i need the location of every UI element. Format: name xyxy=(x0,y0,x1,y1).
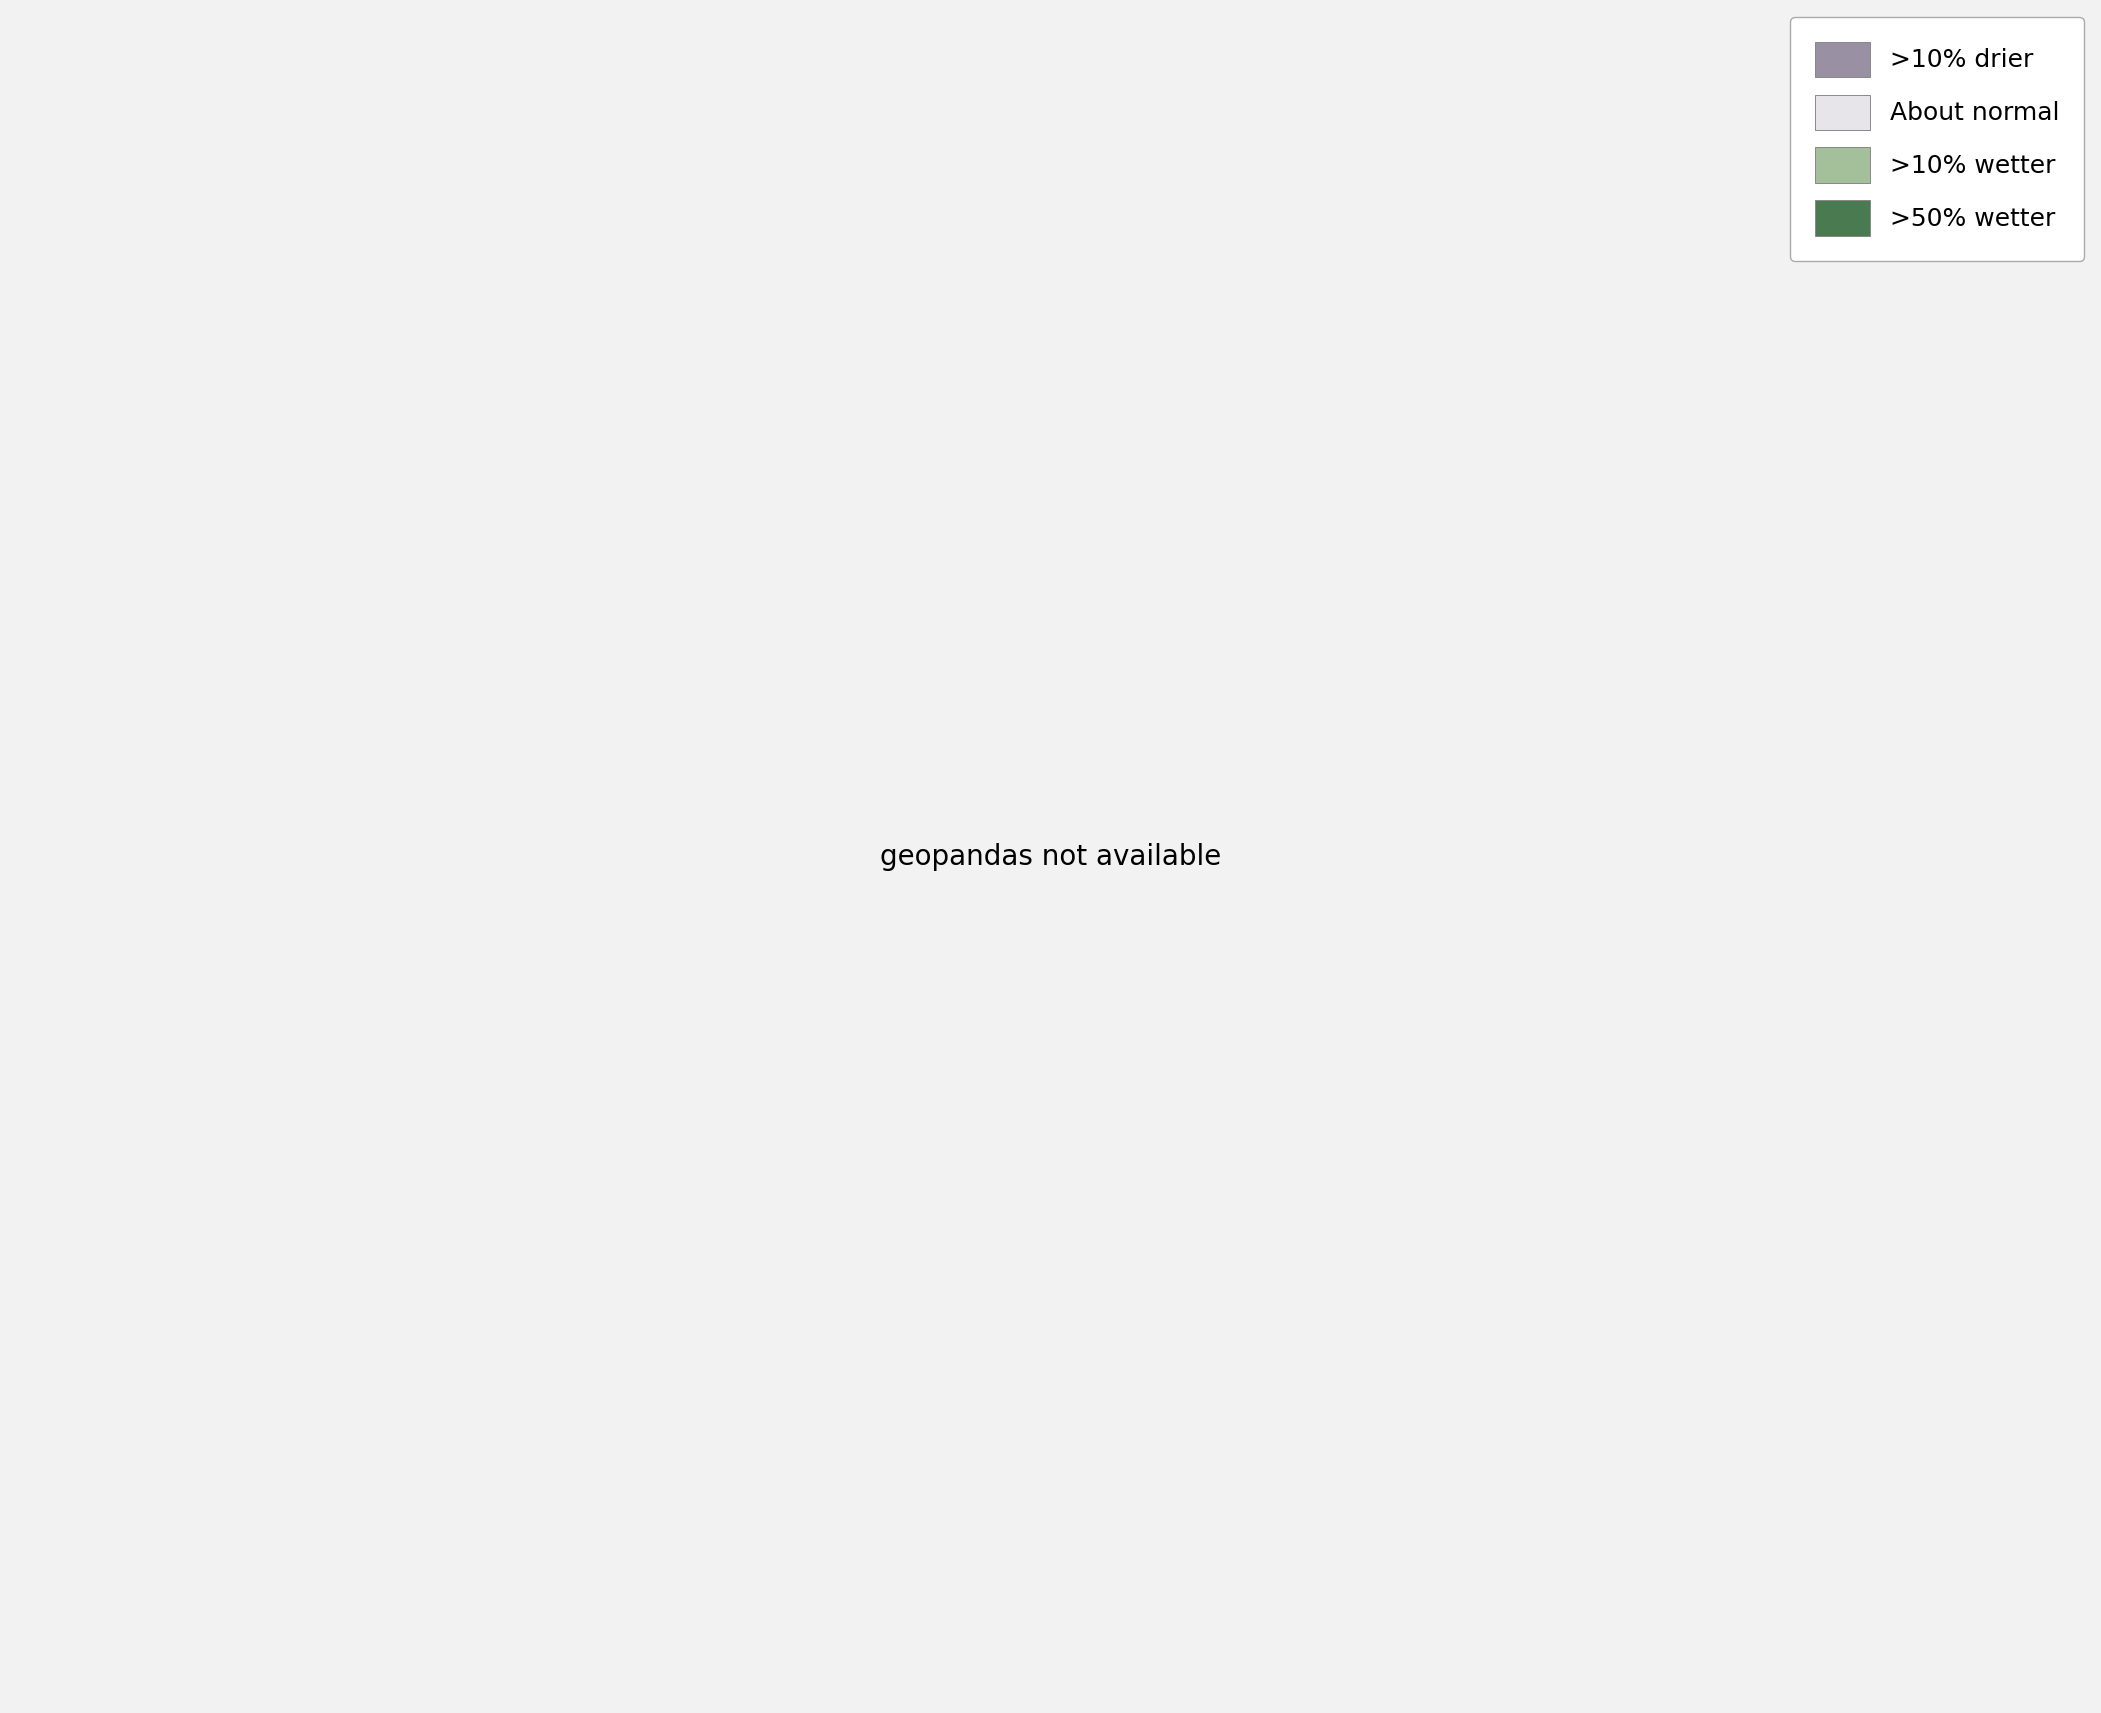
Legend: >10% drier, About normal, >10% wetter, >50% wetter: >10% drier, About normal, >10% wetter, >… xyxy=(1790,17,2084,260)
Text: geopandas not available: geopandas not available xyxy=(880,843,1221,870)
